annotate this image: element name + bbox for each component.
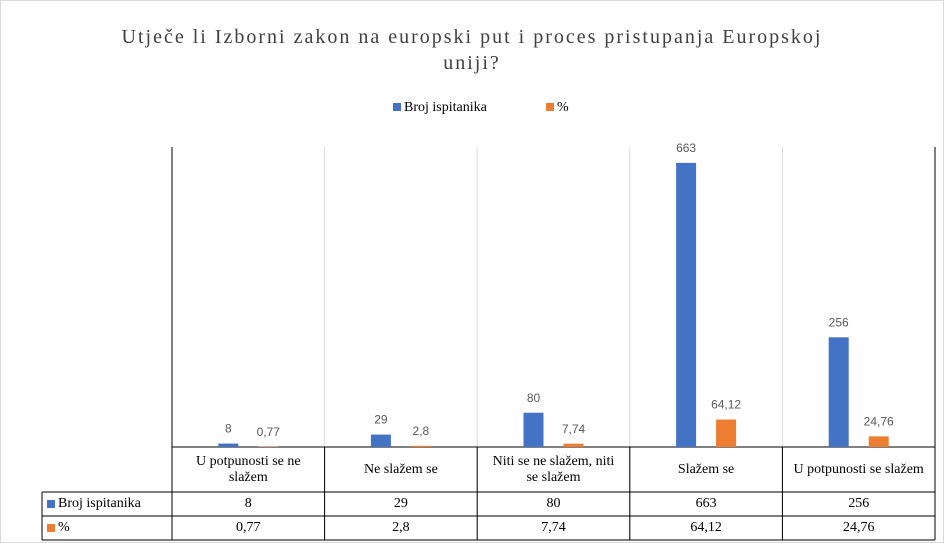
bar bbox=[370, 434, 391, 447]
data-label: 663 bbox=[676, 141, 696, 155]
table-cell: 2,8 bbox=[392, 520, 410, 535]
bar bbox=[563, 443, 584, 447]
table-cell: 80 bbox=[547, 496, 561, 511]
legend-label: % bbox=[557, 100, 569, 115]
table-cell: 8 bbox=[245, 496, 252, 511]
x-tick-label: Niti se ne slažem, niti se slažem bbox=[492, 453, 615, 485]
legend-swatch bbox=[393, 103, 401, 111]
legend-key bbox=[47, 500, 55, 508]
table-cell: 24,76 bbox=[843, 520, 875, 535]
data-label: 0,77 bbox=[257, 425, 281, 439]
x-tick-label: Slažem se bbox=[677, 461, 735, 477]
bar bbox=[523, 412, 544, 447]
bar bbox=[676, 162, 697, 447]
data-label: 80 bbox=[527, 391, 541, 405]
table-cell: 7,74 bbox=[541, 520, 566, 535]
bar bbox=[716, 419, 737, 447]
data-label: 24,76 bbox=[864, 415, 894, 429]
table-cell: 29 bbox=[394, 496, 408, 511]
table-cell: 256 bbox=[848, 496, 869, 511]
bar bbox=[828, 337, 849, 447]
table-row-label: Broj ispitanika bbox=[58, 496, 142, 511]
data-label: 64,12 bbox=[711, 398, 741, 412]
data-label: 8 bbox=[225, 422, 232, 436]
table-row-label: % bbox=[58, 520, 70, 535]
table-cell: 0,77 bbox=[236, 520, 261, 535]
data-label: 2,8 bbox=[413, 424, 430, 438]
bar bbox=[410, 445, 431, 447]
x-tick-label: U potpunosti se ne slažem bbox=[195, 453, 301, 485]
bar bbox=[868, 436, 889, 447]
data-label: 256 bbox=[829, 315, 849, 329]
legend-label: Broj ispitanika bbox=[404, 100, 488, 115]
legend-swatch bbox=[546, 103, 554, 111]
data-label: 29 bbox=[374, 413, 388, 427]
legend-key bbox=[47, 524, 55, 532]
x-tick-label: Ne slažem se bbox=[363, 461, 438, 477]
chart-title: Utječe li Izborni zakon na europski put … bbox=[121, 26, 823, 74]
table-cell: 64,12 bbox=[690, 520, 722, 535]
data-label: 7,74 bbox=[562, 422, 586, 436]
table-cell: 663 bbox=[696, 496, 717, 511]
x-tick-label: U potpunosti se slažem bbox=[793, 461, 924, 477]
bar bbox=[218, 443, 239, 447]
